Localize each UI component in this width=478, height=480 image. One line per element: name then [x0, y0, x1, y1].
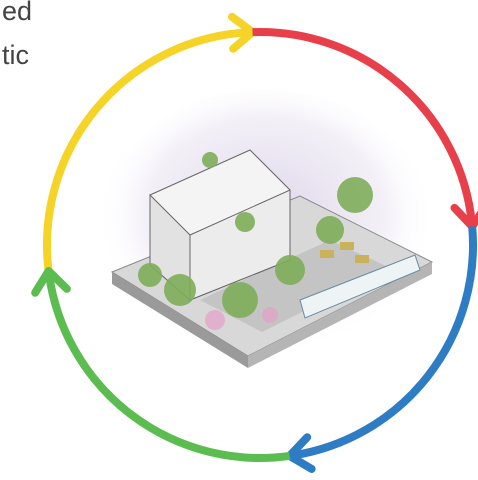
arrow-head: [31, 266, 71, 297]
text-fragment: tic: [2, 40, 29, 70]
cycle-ring: [31, 12, 478, 473]
text-fragment: ed: [2, 0, 32, 26]
cycle-arc: [43, 28, 250, 272]
cycle-arc: [292, 226, 477, 460]
cycle-arc: [45, 274, 291, 462]
illustration: [95, 90, 435, 370]
cycle-arc: [252, 28, 476, 224]
